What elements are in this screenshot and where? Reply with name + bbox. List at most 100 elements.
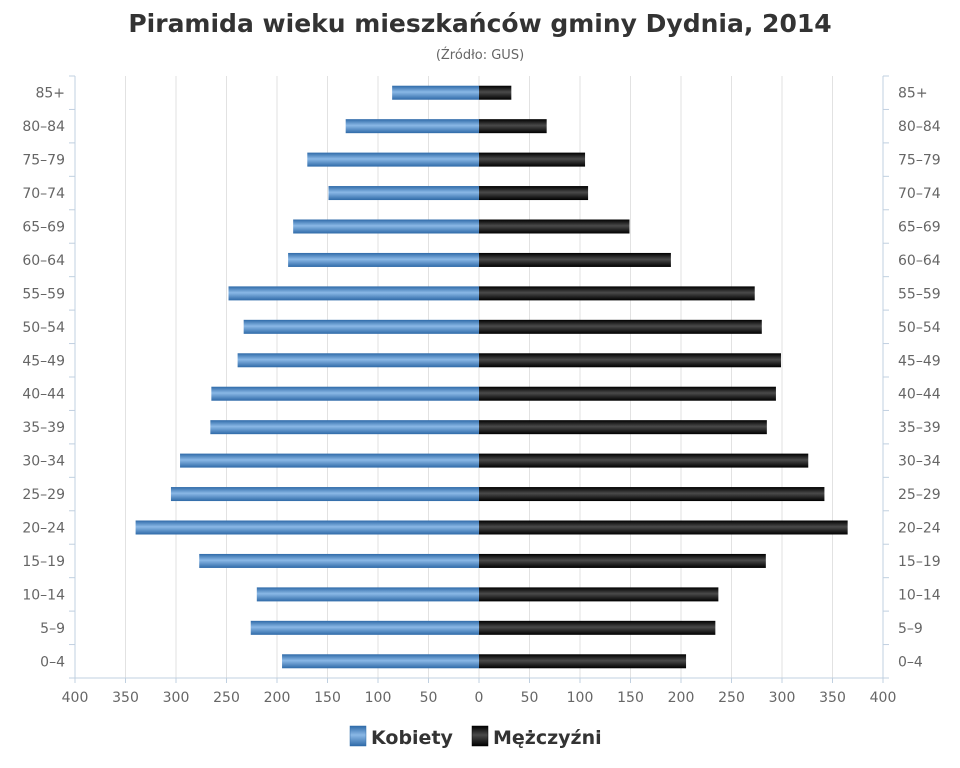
category-label-right: 30–34 <box>898 454 941 470</box>
bar-mezczyzni <box>479 286 755 301</box>
bar-mezczyzni <box>479 420 767 435</box>
category-label-left: 40–44 <box>22 387 65 403</box>
bar-kobiety <box>211 386 479 401</box>
bar-kobiety <box>180 453 480 468</box>
chart-subtitle: (Źródło: GUS) <box>436 47 524 63</box>
category-label-left: 45–49 <box>22 353 65 369</box>
bar-mezczyzni <box>479 654 687 669</box>
category-label-right: 55–59 <box>898 286 941 302</box>
bar-mezczyzni <box>479 487 825 502</box>
axes <box>69 75 889 683</box>
x-tick-label: 150 <box>314 690 341 706</box>
x-tick-label: 100 <box>365 690 392 706</box>
bar-mezczyzni <box>479 453 809 468</box>
bar-mezczyzni <box>479 85 512 100</box>
x-tick-label: 250 <box>718 690 745 706</box>
bar-kobiety <box>328 186 479 201</box>
x-tick-label: 150 <box>617 690 644 706</box>
x-tick-label: 200 <box>264 690 291 706</box>
category-label-left: 75–79 <box>22 153 65 169</box>
x-tick-label: 100 <box>567 690 594 706</box>
category-label-right: 80–84 <box>898 119 941 135</box>
x-tick-labels: 400 350 300 250 200 150 100 50 0 50 100 150 200 250 30… <box>62 690 897 706</box>
bar-mezczyzni <box>479 119 547 134</box>
legend-label-kobiety: Kobiety <box>371 727 454 749</box>
bar-mezczyzni <box>479 152 586 167</box>
category-label-left: 10–14 <box>22 587 65 603</box>
legend-swatch-kobiety <box>349 725 367 747</box>
x-tick-label: 350 <box>819 690 846 706</box>
category-label-right: 15–19 <box>898 554 941 570</box>
bar-kobiety <box>392 85 479 100</box>
category-label-right: 45–49 <box>898 353 941 369</box>
category-label-right: 10–14 <box>898 587 941 603</box>
category-label-left: 70–74 <box>22 186 65 202</box>
bar-kobiety <box>135 520 479 535</box>
bar-kobiety <box>307 152 479 167</box>
category-label-right: 70–74 <box>898 186 941 202</box>
category-label-right: 0–4 <box>898 654 923 670</box>
legend-swatch-mezczyzni <box>471 725 489 747</box>
x-tick-label: 50 <box>521 690 539 706</box>
x-tick-label: 400 <box>870 690 897 706</box>
chart-title: Piramida wieku mieszkańców gminy Dydnia,… <box>128 9 831 38</box>
category-label-right: 20–24 <box>898 521 941 537</box>
category-label-right: 85+ <box>898 86 928 102</box>
bars <box>135 85 848 669</box>
bar-mezczyzni <box>479 319 762 334</box>
bar-mezczyzni <box>479 219 630 234</box>
category-label-right: 5–9 <box>898 621 923 637</box>
bar-kobiety <box>282 654 479 669</box>
category-label-left: 5–9 <box>40 621 65 637</box>
legend-label-mezczyzni: Mężczyźni <box>493 727 602 749</box>
category-labels: 85+ 85+ 80–84 80–84 75–79 75–79 70–74 70–74 65–6… <box>22 86 940 671</box>
category-label-right: 35–39 <box>898 420 941 436</box>
category-label-left: 80–84 <box>22 119 65 135</box>
bar-kobiety <box>228 286 479 301</box>
bar-kobiety <box>256 587 479 602</box>
x-tick-label: 250 <box>213 690 240 706</box>
category-label-right: 25–29 <box>898 487 941 503</box>
bar-kobiety <box>199 553 480 568</box>
category-label-left: 25–29 <box>22 487 65 503</box>
x-tick-label: 50 <box>420 690 438 706</box>
bar-kobiety <box>210 420 479 435</box>
category-label-left: 0–4 <box>40 654 65 670</box>
x-tick-label: 300 <box>163 690 190 706</box>
x-tick-label: 350 <box>112 690 139 706</box>
bar-kobiety <box>237 353 479 368</box>
bar-mezczyzni <box>479 620 716 635</box>
category-label-left: 85+ <box>35 86 65 102</box>
bar-mezczyzni <box>479 186 589 201</box>
bar-mezczyzni <box>479 252 671 267</box>
category-label-right: 50–54 <box>898 320 941 336</box>
x-tick-label: 400 <box>62 690 89 706</box>
category-label-left: 65–69 <box>22 220 65 236</box>
bar-kobiety <box>243 319 479 334</box>
bar-mezczyzni <box>479 553 766 568</box>
category-label-right: 75–79 <box>898 153 941 169</box>
bar-mezczyzni <box>479 353 781 368</box>
legend: Kobiety Mężczyźni <box>349 725 602 749</box>
bar-mezczyzni <box>479 587 719 602</box>
category-label-right: 40–44 <box>898 387 941 403</box>
x-tick-label: 300 <box>769 690 796 706</box>
bar-mezczyzni <box>479 386 776 401</box>
x-tick-label: 200 <box>668 690 695 706</box>
category-label-left: 50–54 <box>22 320 65 336</box>
bar-kobiety <box>288 252 479 267</box>
category-label-left: 55–59 <box>22 286 65 302</box>
bar-mezczyzni <box>479 520 848 535</box>
category-label-left: 20–24 <box>22 521 65 537</box>
category-label-left: 35–39 <box>22 420 65 436</box>
category-label-left: 30–34 <box>22 454 65 470</box>
category-label-right: 60–64 <box>898 253 941 269</box>
category-label-left: 15–19 <box>22 554 65 570</box>
category-label-right: 65–69 <box>898 220 941 236</box>
bar-kobiety <box>170 487 479 502</box>
bar-kobiety <box>250 620 479 635</box>
bar-kobiety <box>345 119 479 134</box>
bar-kobiety <box>293 219 479 234</box>
